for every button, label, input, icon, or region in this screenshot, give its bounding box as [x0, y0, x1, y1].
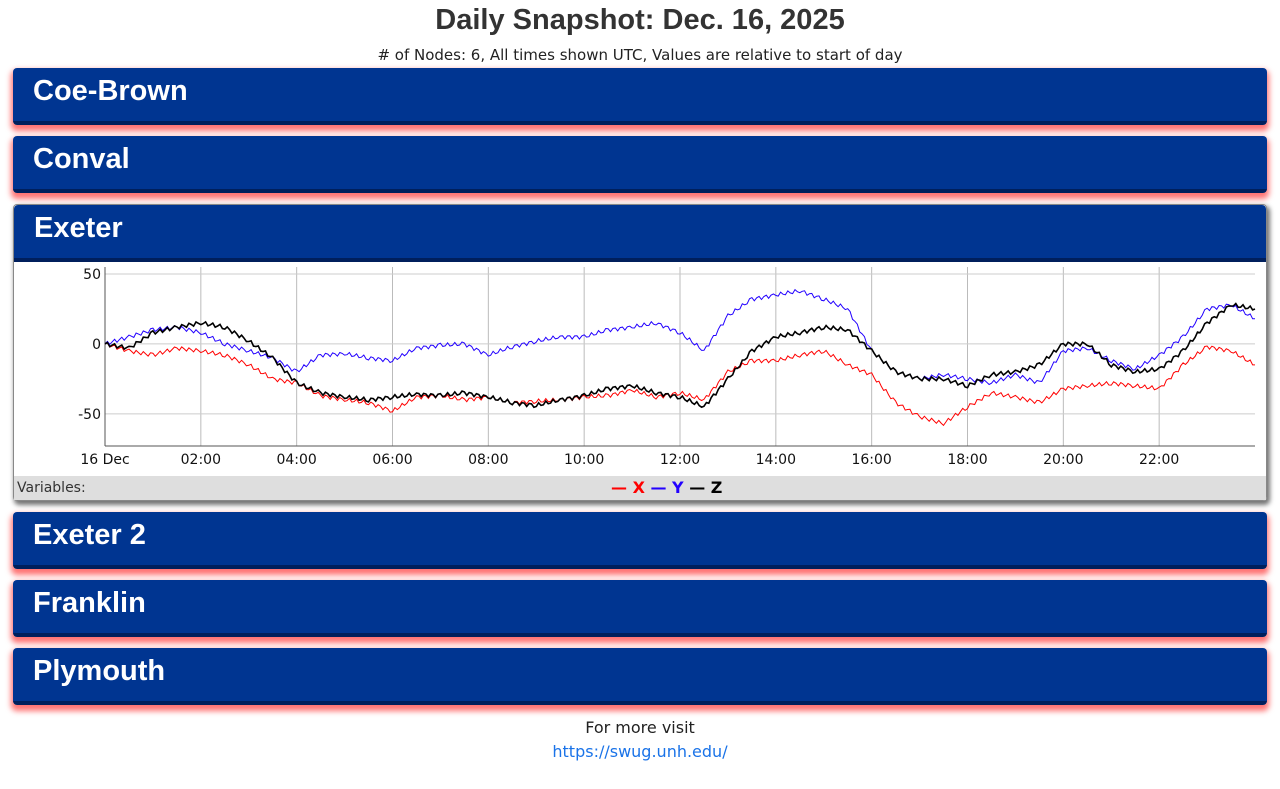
footer: For more visit https://swug.unh.edu/	[0, 716, 1280, 764]
legend-item-x[interactable]: X	[627, 478, 651, 497]
panel-body-exeter: 16 Dec 02:00 04:00 06:00 08:00 10:00 12:00 14:0…	[14, 262, 1266, 500]
panel-header-plymouth[interactable]: Plymouth	[13, 648, 1267, 705]
legend-swatch-z: —	[689, 478, 706, 497]
x-tick-label: 12:00	[660, 452, 700, 468]
x-tick-label: 06:00	[372, 452, 412, 468]
legend-swatch-y: —	[650, 478, 667, 497]
legend-swatch-x: —	[611, 478, 627, 497]
footer-link[interactable]: https://swug.unh.edu/	[552, 742, 728, 761]
panel-exeter: Exeter 16 Dec 02:00 04:00 06:00 08:00 10:00 12…	[13, 204, 1267, 501]
panel-header-exeter-2[interactable]: Exeter 2	[13, 512, 1267, 569]
series-line-z	[104, 302, 1256, 409]
panel-conval: Conval	[13, 136, 1267, 193]
x-tick-label: 02:00	[181, 452, 221, 468]
x-tick-label: 04:00	[276, 452, 316, 468]
x-tick-label: 16 Dec	[80, 452, 129, 468]
panel-exeter-2: Exeter 2	[13, 512, 1267, 569]
legend-label: Variables:	[17, 480, 86, 496]
panel-header-coe-brown[interactable]: Coe-Brown	[13, 68, 1267, 125]
x-tick-label: 18:00	[947, 452, 987, 468]
panel-header-franklin[interactable]: Franklin	[13, 580, 1267, 637]
y-tick-label: 0	[92, 337, 101, 353]
x-tick-label: 20:00	[1043, 452, 1083, 468]
panel-coe-brown: Coe-Brown	[13, 68, 1267, 125]
page-title: Daily Snapshot: Dec. 16, 2025	[435, 4, 845, 36]
y-tick-label: 50	[83, 267, 101, 283]
x-tick-label: 10:00	[564, 452, 604, 468]
footer-text: For more visit	[585, 718, 695, 737]
y-tick-label: -50	[78, 407, 101, 423]
legend-item-z[interactable]: Z	[705, 478, 723, 497]
panel-franklin: Franklin	[13, 580, 1267, 637]
x-tick-label: 08:00	[468, 452, 508, 468]
page-subtitle: # of Nodes: 6, All times shown UTC, Valu…	[377, 46, 903, 64]
panel-plymouth: Plymouth	[13, 648, 1267, 705]
panel-header-conval[interactable]: Conval	[13, 136, 1267, 193]
chart-legend: Variables: — X — Y — Z	[14, 476, 1266, 500]
exeter-chart: 16 Dec 02:00 04:00 06:00 08:00 10:00 12:00 14:0…	[78, 267, 1256, 468]
x-tick-label: 16:00	[851, 452, 891, 468]
series-line-y	[104, 288, 1256, 386]
x-tick-label: 14:00	[756, 452, 796, 468]
panel-header-exeter[interactable]: Exeter	[14, 205, 1266, 262]
legend-item-y[interactable]: Y	[666, 478, 690, 497]
legend-items: — X — Y — Z	[611, 478, 722, 497]
x-tick-label: 22:00	[1139, 452, 1179, 468]
